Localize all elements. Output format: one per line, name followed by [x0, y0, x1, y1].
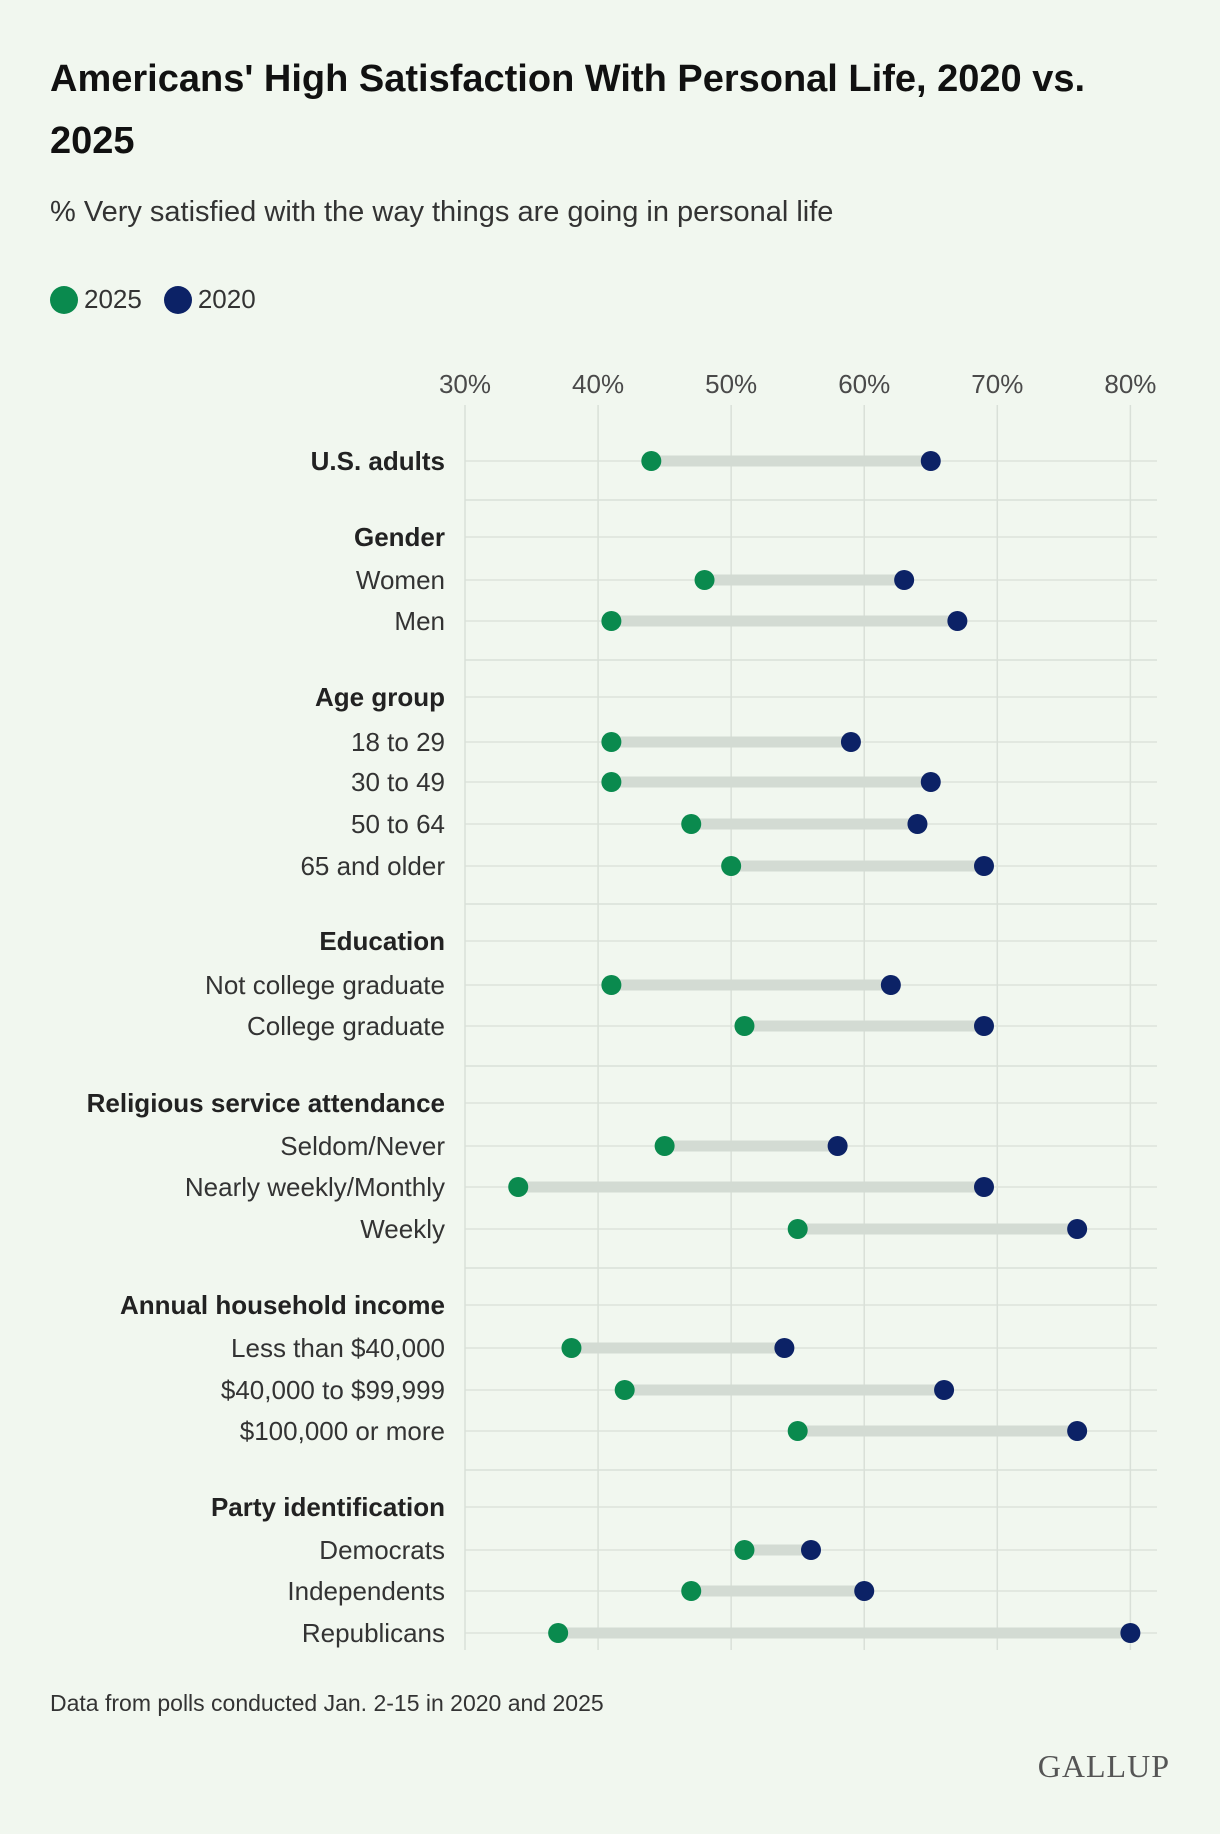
dot-2020-women [894, 570, 915, 590]
dot-2020-less-than-40-000 [774, 1338, 795, 1358]
dot-2020-65-and-older [974, 856, 994, 876]
dot-2025-50-to-64 [681, 814, 702, 834]
dot-2025-less-than-40-000 [561, 1338, 582, 1358]
dot-2020-not-college-graduate [880, 975, 901, 995]
row-label-democrats: Democrats [319, 1535, 445, 1565]
dot-2025-30-to-49 [601, 772, 622, 792]
dot-2025-weekly [787, 1219, 808, 1239]
dot-2025-college-graduate [734, 1016, 755, 1036]
row-label-religious-service-attendance: Religious service attendance [87, 1088, 445, 1118]
dot-2020-40-000-to-99-999 [934, 1380, 955, 1400]
dot-2020-independents [854, 1581, 875, 1601]
dot-2025-democrats [734, 1540, 755, 1560]
dot-2020-college-graduate [974, 1016, 994, 1036]
row-label-gender: Gender [354, 522, 445, 552]
row-label-100-000-or-more: $100,000 or more [240, 1416, 445, 1446]
row-label-30-to-49: 30 to 49 [351, 767, 445, 797]
chart-title: Americans' High Satisfaction With Person… [50, 58, 1086, 162]
tick-label-70: 70% [971, 369, 1023, 399]
tick-label-80: 80% [1104, 369, 1156, 399]
dot-2025-men [601, 611, 622, 631]
dot-2020-30-to-49 [920, 772, 941, 792]
row-label-nearly-weekly-monthly: Nearly weekly/Monthly [185, 1172, 445, 1202]
row-label-age-group: Age group [315, 682, 445, 712]
dot-2025-65-and-older [721, 856, 742, 876]
row-label-u-s-adults: U.S. adults [311, 446, 445, 476]
row-label-not-college-graduate: Not college graduate [205, 970, 445, 1000]
row-label-men: Men [394, 606, 445, 636]
dot-2020-democrats [801, 1540, 821, 1560]
row-label-women: Women [356, 565, 445, 595]
row-label-party-identification: Party identification [211, 1492, 445, 1522]
dot-2025-seldom-never [654, 1136, 675, 1156]
dot-2025-18-to-29 [601, 732, 622, 752]
legend-label-2025: 2025 [84, 284, 142, 314]
footnote: Data from polls conducted Jan. 2-15 in 2… [50, 1690, 604, 1716]
tick-label-30: 30% [439, 369, 491, 399]
legend-dot-2025 [50, 285, 78, 314]
dot-2020-u-s-adults [920, 451, 941, 471]
dot-2025-u-s-adults [641, 451, 662, 471]
dot-2025-independents [681, 1581, 702, 1601]
dot-2020-18-to-29 [840, 732, 861, 752]
row-label-college-graduate: College graduate [247, 1011, 445, 1041]
dot-2025-republicans [548, 1623, 569, 1643]
tick-label-60: 60% [838, 369, 890, 399]
row-label-18-to-29: 18 to 29 [351, 727, 445, 757]
row-label-50-to-64: 50 to 64 [351, 809, 445, 839]
row-label-less-than-40-000: Less than $40,000 [231, 1333, 445, 1363]
row-label-republicans: Republicans [302, 1618, 445, 1648]
row-label-annual-household-income: Annual household income [120, 1290, 445, 1320]
dot-2025-100-000-or-more [787, 1421, 808, 1441]
dot-2025-40-000-to-99-999 [614, 1380, 635, 1400]
dot-2020-50-to-64 [907, 814, 928, 834]
chart-subtitle: % Very satisfied with the way things are… [50, 196, 834, 228]
row-label-education: Education [319, 926, 445, 956]
row-label-independents: Independents [287, 1576, 445, 1606]
legend-dot-2020 [163, 285, 192, 314]
legend-item-2025: 2025 [50, 284, 142, 315]
dot-2025-not-college-graduate [601, 975, 622, 995]
dot-2020-republicans [1120, 1623, 1141, 1643]
row-label-40-000-to-99-999: $40,000 to $99,999 [221, 1375, 445, 1405]
row-label-weekly: Weekly [360, 1214, 445, 1244]
legend-label-2020: 2020 [197, 284, 256, 314]
gallup-logo: GALLUP [1037, 1748, 1170, 1784]
row-label-seldom-never: Seldom/Never [280, 1131, 445, 1161]
dot-2025-women [694, 570, 715, 590]
tick-label-50: 50% [705, 369, 757, 399]
dot-2020-weekly [1067, 1219, 1088, 1239]
dot-2020-nearly-weekly-monthly [974, 1177, 994, 1197]
legend-item-2020: 2020 [163, 284, 256, 315]
legend: 2025 2020 [50, 284, 278, 315]
dot-2025-nearly-weekly-monthly [508, 1177, 529, 1197]
tick-label-40: 40% [572, 369, 624, 399]
dot-2020-men [947, 611, 968, 631]
dot-2020-100-000-or-more [1067, 1421, 1088, 1441]
dot-2020-seldom-never [827, 1136, 848, 1156]
row-label-65-and-older: 65 and older [300, 851, 445, 881]
